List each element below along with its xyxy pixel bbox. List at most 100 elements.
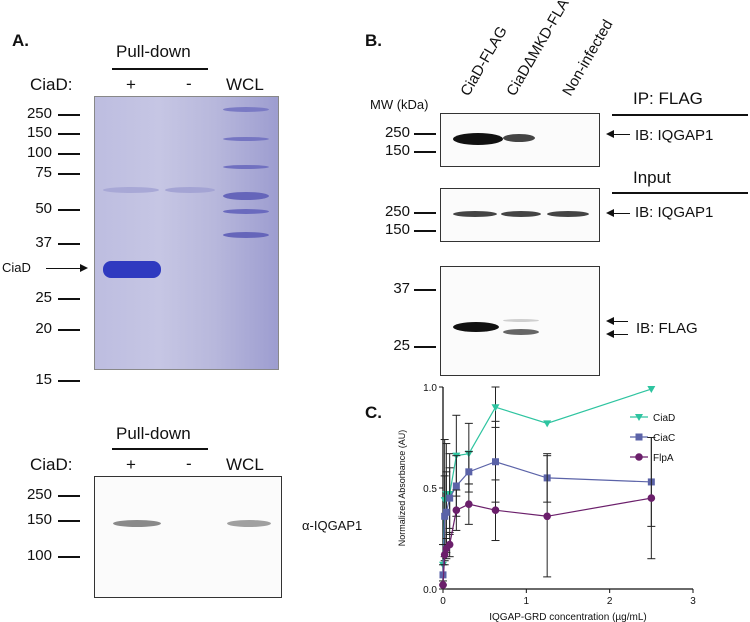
gel-band — [223, 107, 269, 112]
data-point-ciac — [452, 482, 460, 490]
mw-marker-tick — [414, 151, 436, 153]
mw-marker-label: 37 — [393, 280, 410, 297]
binding-chart: 0.0 0.5 1.0 0 1 2 3 IQGAP-GRD concentration (µg… — [397, 383, 696, 622]
data-point-flpa — [439, 581, 447, 589]
arrow-head-icon — [606, 209, 614, 217]
gel-band — [223, 232, 269, 238]
flag-arrow-upper — [614, 321, 628, 323]
mw-marker-label: 250 — [26, 486, 52, 503]
input-ib-label: IB: IQGAP1 — [635, 204, 714, 221]
gel-band — [223, 165, 269, 169]
mw-marker-tick — [58, 209, 80, 211]
mw-marker-label: 150 — [26, 124, 52, 141]
mw-marker-label: 150 — [26, 511, 52, 528]
pulldown-line — [112, 68, 208, 70]
lane-label-non-infected: Non-infected — [559, 16, 617, 100]
blot-ciad-label: CiaD: — [30, 455, 73, 474]
lane-label-ciad-flag: CiaD-FLAG — [457, 23, 511, 99]
mw-marker-tick — [58, 243, 80, 245]
gel-band — [223, 209, 269, 214]
lane-plus: + — [126, 75, 136, 94]
legend-label-flpa: FlpA — [653, 453, 674, 464]
mw-marker-tick — [414, 289, 436, 291]
data-point-ciad — [491, 404, 500, 412]
y-axis-label: Normalized Absorbance (AU) — [397, 430, 407, 547]
flag-blot — [440, 266, 600, 376]
iqgap1-blot — [94, 476, 282, 598]
mw-marker-label: 25 — [393, 337, 410, 354]
arrow-head-icon — [606, 330, 614, 338]
legend-label-ciad: CiaD — [653, 413, 675, 424]
x-axis-label: IQGAP-GRD concentration (µg/mL) — [489, 612, 646, 622]
ip-blot — [440, 113, 600, 167]
blot-band — [453, 322, 499, 332]
mw-marker-label: 100 — [26, 144, 52, 161]
data-point-ciac — [492, 458, 499, 466]
blot-band — [453, 211, 497, 217]
gel-band — [103, 187, 159, 193]
coomassie-gel — [94, 96, 279, 370]
flag-ib-label: IB: FLAG — [636, 320, 698, 337]
blot-band — [503, 134, 535, 142]
mw-marker-label: 100 — [26, 547, 52, 564]
legend-marker — [635, 414, 643, 421]
y-tick-label: 1.0 — [423, 383, 437, 394]
blot-lane-minus: - — [186, 454, 192, 473]
data-point-flpa — [445, 540, 454, 549]
mw-marker-tick — [414, 133, 436, 135]
ip-arrow — [614, 134, 630, 136]
panel-c-label: C. — [365, 403, 382, 422]
ip-header: IP: FLAG — [633, 89, 703, 108]
data-point-flpa — [465, 500, 473, 508]
flag-arrow-lower — [614, 334, 628, 336]
mw-marker-tick — [58, 520, 80, 522]
mw-marker-label: 50 — [35, 200, 52, 217]
ciad-lane-label: CiaD: — [30, 75, 73, 94]
lane-minus: - — [186, 74, 192, 93]
arrow-head-icon — [606, 130, 614, 138]
gel-band — [223, 137, 269, 141]
x-tick-label: 1 — [524, 596, 530, 607]
blot-band — [113, 520, 161, 527]
blot-band — [503, 319, 539, 322]
mw-marker-tick — [414, 346, 436, 348]
mw-marker-tick — [58, 380, 80, 382]
arrow-head-icon — [80, 264, 88, 272]
data-point-flpa — [452, 506, 461, 515]
y-tick-label: 0.0 — [423, 585, 437, 596]
blot-band — [227, 520, 271, 527]
blot-lane-wcl: WCL — [226, 455, 264, 474]
mw-marker-label: 37 — [35, 234, 52, 251]
mw-marker-label: 250 — [384, 203, 410, 220]
ciad-arrow — [46, 268, 80, 270]
mw-marker-tick — [58, 173, 80, 175]
mw-marker-tick — [58, 495, 80, 497]
input-line — [612, 192, 748, 194]
data-point-flpa — [543, 512, 551, 521]
x-tick-label: 0 — [440, 596, 446, 607]
mw-marker-tick — [414, 212, 436, 214]
blot-band — [501, 211, 541, 217]
panel-b-label: B. — [365, 31, 382, 50]
data-point-ciac — [442, 508, 450, 516]
input-header: Input — [633, 168, 671, 187]
data-point-ciad — [543, 420, 552, 428]
mw-marker-tick — [58, 556, 80, 558]
ip-line — [612, 114, 748, 116]
mw-marker-label: 250 — [384, 124, 410, 141]
mw-marker-tick — [58, 153, 80, 155]
mw-marker-tick — [58, 133, 80, 135]
data-point-flpa — [647, 494, 656, 502]
input-arrow — [614, 213, 630, 215]
x-tick-label: 3 — [690, 596, 696, 607]
gel-band — [165, 187, 215, 193]
arrow-head-icon — [606, 317, 614, 325]
pulldown-header: Pull-down — [116, 42, 191, 61]
ip-ib-label: IB: IQGAP1 — [635, 127, 714, 144]
mw-header: MW (kDa) — [370, 97, 429, 112]
ciad-band — [103, 261, 161, 278]
mw-marker-label: 25 — [35, 289, 52, 306]
mw-marker-tick — [414, 230, 436, 232]
mw-marker-label: 20 — [35, 320, 52, 337]
mw-marker-label: 75 — [35, 164, 52, 181]
